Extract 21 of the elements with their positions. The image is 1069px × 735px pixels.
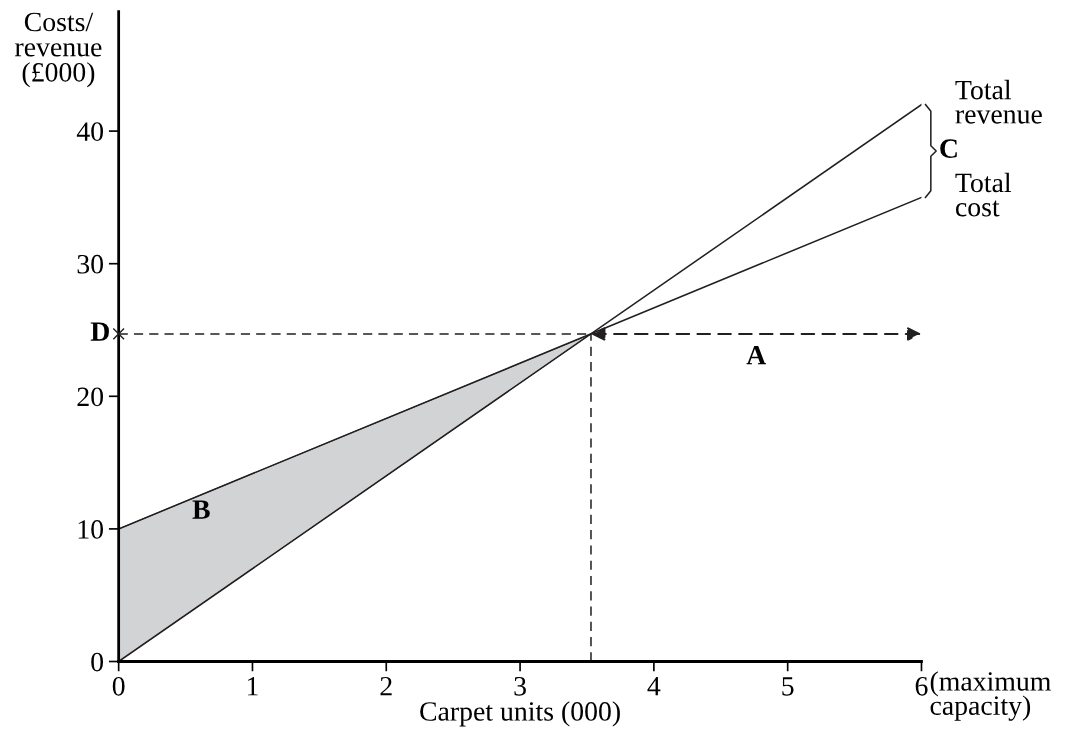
y-axis-title: Costs/ revenue (£000)	[15, 12, 102, 88]
x-tick-label: 6	[915, 676, 928, 696]
annotation: B	[192, 500, 210, 519]
x-tick-label: 5	[782, 677, 794, 696]
text: (maximum capacity)	[930, 671, 1051, 721]
x-tick-label: 4	[647, 677, 661, 696]
annotation: A	[746, 346, 767, 365]
text: D	[90, 322, 109, 341]
x-axis-title: Carpet units (000)	[420, 701, 620, 727]
series-label: Total revenue	[955, 79, 1042, 124]
x-tick-label: 0	[112, 676, 125, 696]
y-tick-label: 0	[91, 652, 104, 672]
y-tick-label: 30	[77, 254, 104, 274]
x-tick-label: 1	[247, 677, 258, 696]
text: C	[940, 139, 957, 158]
y-tick-label: 10	[78, 520, 104, 539]
y-tick-label: 20	[77, 387, 104, 407]
x-tick-label: 2	[380, 676, 392, 696]
series-label: Total cost	[955, 172, 1012, 217]
x-tick-label: 3	[514, 676, 526, 696]
y-tick-label: 40	[76, 122, 104, 142]
